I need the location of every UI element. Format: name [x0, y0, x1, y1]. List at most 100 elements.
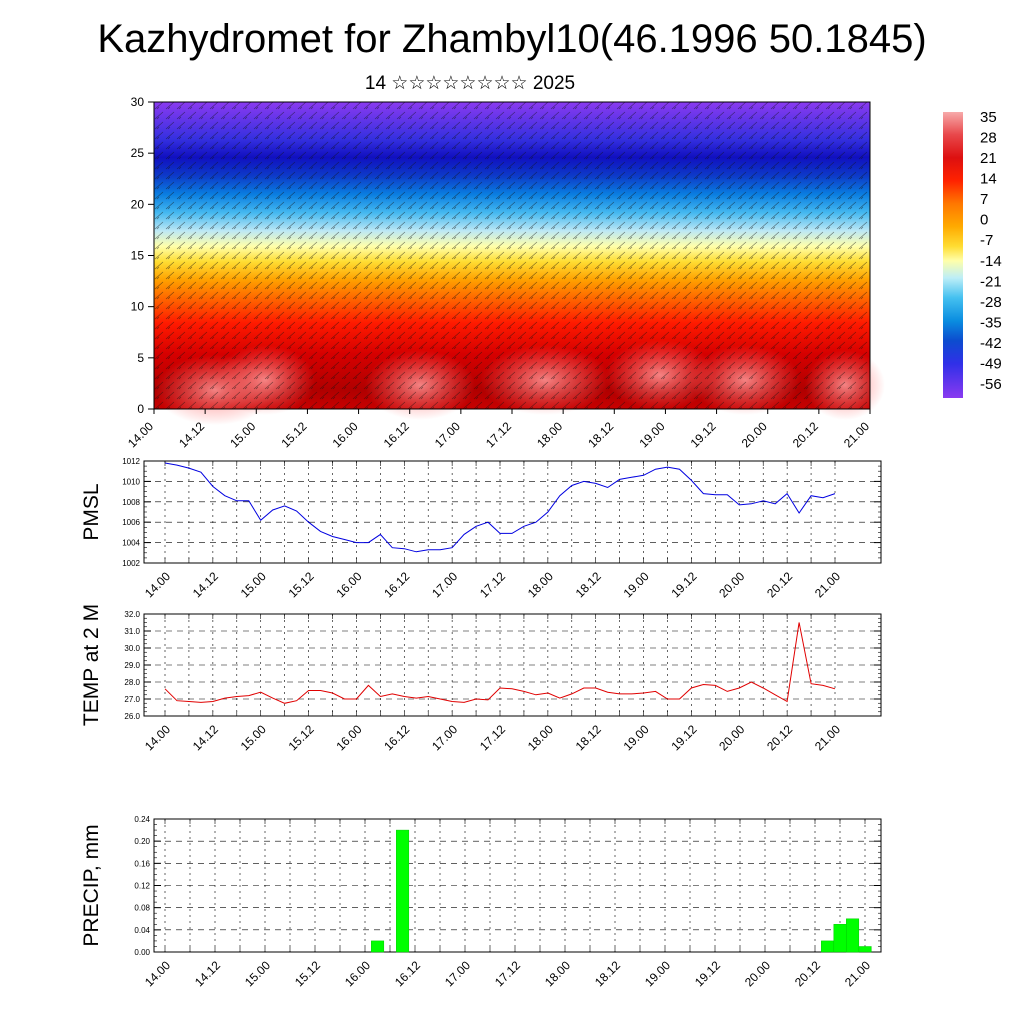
colorbar-label: 28 [980, 130, 997, 147]
wind-vectors [154, 102, 870, 409]
colorbar-label: -56 [980, 376, 1002, 393]
y-tick-label: 1006 [122, 518, 140, 527]
y-tick-label: 0.16 [134, 859, 150, 868]
y-tick-label: 0.04 [134, 926, 150, 935]
x-tick-label: 14.00 [142, 722, 173, 753]
y-tick-label: 5 [137, 351, 144, 365]
x-tick-label: 14.00 [125, 419, 156, 450]
x-tick-label: 16.00 [333, 722, 364, 753]
y-tick-label: 1002 [122, 559, 140, 568]
y-tick-label: 31.0 [124, 627, 140, 636]
x-tick-label: 19.00 [621, 569, 652, 600]
x-tick-label: 17.12 [477, 722, 508, 753]
x-tick-label: 20.12 [764, 722, 795, 753]
y-tick-label: 1010 [122, 477, 140, 486]
precip-bar [371, 940, 385, 953]
colorbar-label: -14 [980, 253, 1002, 270]
pmsl-plot: 1002 1004 1006 1008 1010 1012 14.00 14.12 15.00 1… [80, 457, 882, 600]
x-tick-label: 19.12 [668, 569, 699, 600]
y-tick-label: 15 [131, 249, 145, 263]
colorbar: 35 28 21 14 7 0 -7 -14 -21 -28 -35 -42 -49 -56 [943, 109, 1002, 398]
x-tick-label: 15.00 [238, 569, 269, 600]
x-tick-label: 21.00 [841, 419, 872, 450]
x-tick-label: 19.12 [688, 419, 719, 450]
x-tick-label: 21.00 [812, 569, 843, 600]
precip-bar [846, 918, 860, 953]
colorbar-label: -7 [980, 232, 993, 249]
x-tick-label: 19.00 [642, 958, 673, 989]
y-axis-label: PRECIP, mm [80, 824, 103, 946]
x-tick-label: 16.00 [342, 958, 373, 989]
colorbar-label: 14 [980, 171, 997, 188]
precip-bar [396, 829, 410, 953]
colorbar-label: -28 [980, 294, 1002, 311]
y-tick-label: 30.0 [124, 644, 140, 653]
x-tick-label: 15.00 [238, 722, 269, 753]
colorbar-label: -42 [980, 335, 1002, 352]
y-axis-label: PMSL [80, 483, 103, 540]
x-tick-label: 18.00 [534, 419, 565, 450]
x-tick-label: 19.12 [668, 722, 699, 753]
pmsl-series-line [164, 462, 836, 553]
x-tick-label: 20.12 [792, 958, 823, 989]
x-tick-label: 14.00 [142, 958, 173, 989]
x-tick-label: 18.12 [573, 722, 604, 753]
y-tick-label: 0.00 [134, 948, 150, 957]
x-tick-label: 20.00 [742, 958, 773, 989]
x-tick-label: 19.12 [692, 958, 723, 989]
x-tick-label: 18.12 [573, 569, 604, 600]
page-title: Kazhydromet for Zhambyl10(46.1996 50.184… [97, 17, 927, 61]
x-tick-label: 15.12 [278, 419, 309, 450]
x-tick-label: 17.00 [429, 722, 460, 753]
colorbar-label: 7 [980, 191, 988, 208]
colorbar-label: 35 [980, 109, 997, 126]
x-tick-label: 17.12 [477, 569, 508, 600]
colorbar-label: -49 [980, 355, 1002, 372]
y-tick-label: 28.0 [124, 678, 140, 687]
y-tick-label: 0.24 [134, 815, 150, 824]
x-tick-label: 16.12 [381, 569, 412, 600]
y-axis-label: TEMP at 2 M [80, 604, 103, 726]
x-tick-label: 20.12 [764, 569, 795, 600]
x-tick-label: 15.12 [286, 722, 317, 753]
x-tick-label: 16.00 [330, 419, 361, 450]
y-tick-label: 26.0 [124, 712, 140, 721]
y-tick-label: 25 [131, 146, 145, 160]
x-tick-label: 18.00 [525, 722, 556, 753]
x-tick-label: 20.00 [716, 722, 747, 753]
x-tick-label: 18.00 [542, 958, 573, 989]
precip-bar [833, 924, 847, 953]
precip-bar [858, 946, 872, 953]
temp-series-line [164, 622, 836, 704]
y-tick-label: 0 [137, 402, 144, 416]
y-tick-label: 1012 [122, 457, 140, 466]
x-tick-label: 15.00 [242, 958, 273, 989]
plot-frame [143, 460, 882, 564]
x-tick-label: 21.00 [842, 958, 873, 989]
x-tick-label: 19.00 [636, 419, 667, 450]
x-tick-label: 18.12 [592, 958, 623, 989]
y-tick-label: 27.0 [124, 695, 140, 704]
colorbar-label: -35 [980, 314, 1002, 331]
x-tick-label: 14.12 [192, 958, 223, 989]
y-tick-label: 32.0 [124, 610, 140, 619]
y-tick-label: 10 [131, 300, 145, 314]
x-tick-label: 15.12 [292, 958, 323, 989]
x-tick-label: 16.12 [381, 419, 412, 450]
y-tick-label: 29.0 [124, 661, 140, 670]
x-tick-label: 14.00 [142, 569, 173, 600]
y-tick-label: 0.20 [134, 837, 150, 846]
colorbar-label: 21 [980, 150, 997, 167]
precip-bar [821, 940, 835, 953]
x-tick-label: 21.00 [812, 722, 843, 753]
x-tick-label: 15.00 [227, 419, 258, 450]
x-tick-label: 20.12 [790, 419, 821, 450]
x-tick-label: 16.00 [333, 569, 364, 600]
y-tick-label: 20 [131, 197, 145, 211]
x-tick-label: 16.12 [392, 958, 423, 989]
x-tick-label: 15.12 [286, 569, 317, 600]
colorbar-label: 0 [980, 212, 988, 229]
x-tick-label: 17.00 [432, 419, 463, 450]
x-tick-label: 17.00 [442, 958, 473, 989]
